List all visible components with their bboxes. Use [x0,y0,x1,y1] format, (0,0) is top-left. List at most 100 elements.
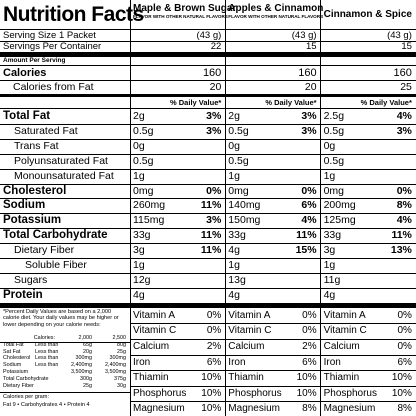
nutrient-dv: 11% [200,244,222,257]
row-value: 20 [304,81,317,93]
rule [225,370,321,371]
vitamin-dv: 0% [397,309,412,321]
nutrient-amount: 4g [133,288,145,301]
row-value: 15 [306,41,317,52]
row-value: 22 [210,41,222,52]
vitamin-label: Vitamin C [133,325,177,337]
vitamin-label: Vitamin A [133,309,176,321]
rule [225,401,321,402]
row-value: 20 [209,81,222,93]
vitamin-dv: 0% [206,309,222,321]
nutrient-amount: 0g [133,139,145,152]
rule [0,198,416,200]
vitamin-dv: 10% [201,372,222,384]
vitamin-label: Vitamin C [323,325,367,337]
nutrient-amount: 0mg [323,184,345,197]
rule [130,354,226,356]
vitamin-label: Iron [228,356,246,368]
nutrient-dv: 0% [396,184,412,197]
vitamin-label: Magnesium [323,403,376,415]
rule [0,168,416,170]
vitamin-dv: 0% [397,325,412,337]
amount-per-serving: Amount Per Serving [3,57,66,64]
nutrient-amount: 125mg [323,214,356,227]
vitamin-dv: 6% [397,356,412,368]
rule [0,29,416,30]
row-label: Calories [3,67,47,79]
nutrient-dv: 4% [396,110,412,122]
product-name: Cinnamon & Spice [323,9,412,20]
daily-value-header: % Daily Value* [170,98,222,107]
rule [0,41,416,42]
nutrient-dv: 11% [391,229,412,242]
row-value: 160 [393,67,412,79]
nutrient-amount: 0mg [228,184,249,197]
vitamin-label: Vitamin A [228,309,271,321]
rule [0,287,416,289]
per-gram-label: Calories per gram: [3,393,50,400]
vitamin-dv: 10% [296,387,317,399]
row-value: 15 [401,41,412,52]
vitamin-dv: 10% [201,387,222,399]
footnote-value: 80g [117,341,126,348]
nutrient-label: Total Carbohydrate [3,229,108,242]
nutrient-label: Trans Fat [14,139,59,152]
nutrient-dv: 11% [200,199,222,212]
row-label: Serving Size 1 Packet [3,30,96,41]
vitamin-label: Calcium [323,340,360,352]
rule [320,338,416,340]
nutrient-amount: 3g [323,244,336,257]
rule [0,391,130,393]
footnote-qualifier: Less than [35,355,59,362]
vitamin-dv: 0% [397,340,412,352]
column-divider [129,0,131,416]
nutrient-amount: 0mg [133,184,154,197]
nutrient-dv: 8% [396,199,412,212]
nutrient-amount: 2g [133,110,145,122]
nutrient-amount: 3g [133,244,145,257]
nutrient-amount: 33g [228,229,246,242]
rule [320,370,416,371]
rule [130,323,226,324]
column-divider [320,0,321,416]
nutrient-amount: 0g [323,139,336,152]
vitamin-label: Phosphorus [323,387,377,399]
rule [225,385,321,387]
nutrient-amount: 1g [228,169,240,182]
footnote-intro: *Percent Daily Values are based on a 2,0… [3,308,119,328]
nutrient-amount: 0.5g [228,124,249,137]
nutrient-dv: 11% [200,229,222,242]
rule [0,243,416,244]
footnote-value: 3,500mg [105,369,126,376]
nutrient-amount: 1g [133,259,145,271]
rule [0,52,416,57]
per-gram: Fat 9 • Carbohydrates 4 • Protein 4 [3,401,90,408]
vitamin-dv: 0% [302,309,317,321]
rule [0,94,416,97]
nutrient-amount: 140mg [228,199,261,212]
vitamin-dv: 10% [391,372,412,384]
footnote-label: Total Carbohydrate [3,376,49,383]
rule [320,385,416,387]
vitamin-label: Phosphorus [228,387,282,399]
vitamin-dv: 6% [302,356,317,368]
nutrient-amount: 0.5g [228,154,249,167]
row-value: 160 [202,67,222,79]
vitamin-label: Magnesium [228,403,280,415]
footnote-value: 300mg [109,355,126,362]
nutrient-amount: 1g [228,259,240,271]
rule [320,323,416,324]
nutrient-label: Cholesterol [3,184,67,197]
row-value: (43 g) [196,30,222,41]
footnote-label: Potassium [3,369,29,376]
rule [0,138,416,140]
nutrient-dv: 4% [301,214,317,227]
nutrient-dv: 13% [390,244,412,257]
rule [0,123,416,125]
nutrient-dv: 3% [206,110,222,122]
nutrient-amount: 0.5g [133,124,154,137]
footnote-value: 2,000 [78,334,93,341]
nutrient-amount: 115mg [133,214,165,227]
rule [0,272,416,274]
footnote-value: 2,400mg [105,362,126,369]
